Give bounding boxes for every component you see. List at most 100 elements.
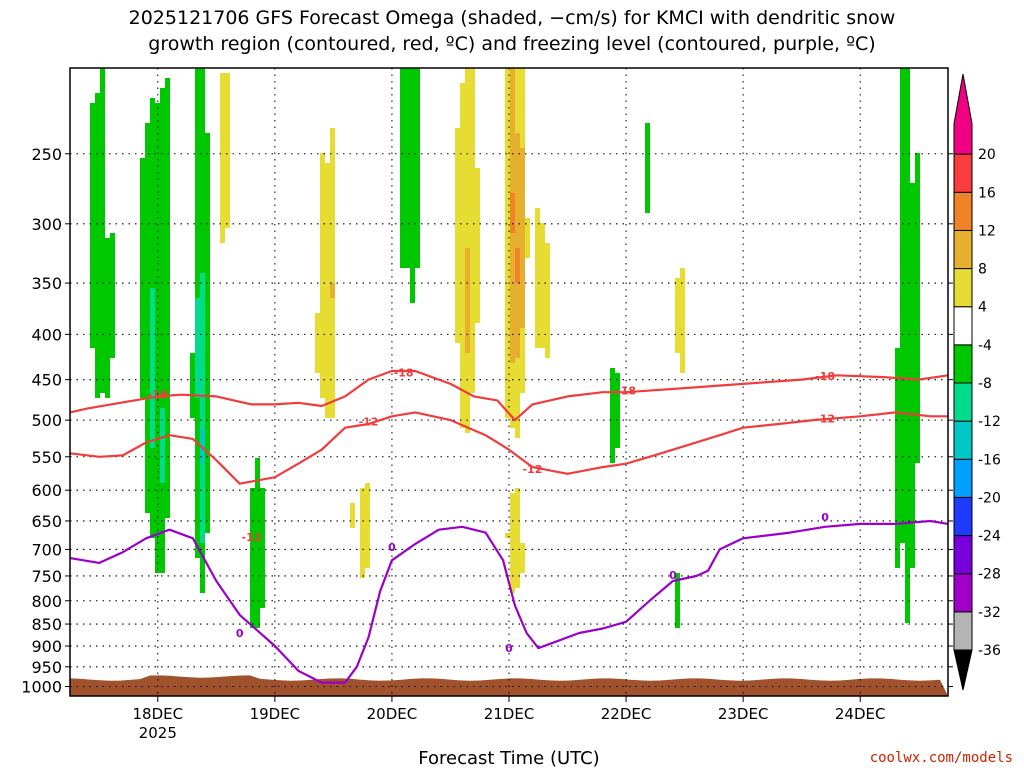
omega-cell — [90, 188, 95, 193]
omega-cell — [145, 133, 150, 138]
omega-cell — [505, 308, 510, 313]
omega-cell — [260, 513, 265, 518]
omega-cell — [680, 278, 685, 283]
omega-cell — [510, 393, 515, 398]
omega-cell — [145, 403, 150, 408]
omega-cell — [900, 328, 905, 333]
omega-cell — [675, 613, 680, 618]
omega-cell — [155, 343, 160, 348]
credit-text[interactable]: coolwx.com/models — [870, 750, 1013, 766]
omega-cell — [200, 428, 205, 433]
omega-cell — [330, 373, 335, 378]
omega-cell — [200, 288, 205, 293]
chart-title: 2025121706 GFS Forecast Omega (shaded, −… — [129, 7, 896, 55]
omega-cell — [545, 263, 550, 268]
omega-cell — [465, 238, 470, 243]
omega-cell — [140, 278, 145, 283]
omega-cell — [680, 308, 685, 313]
omega-cell — [510, 98, 515, 103]
omega-cell — [405, 213, 410, 218]
omega-cell — [155, 373, 160, 378]
omega-cell — [475, 173, 480, 178]
omega-cell — [515, 398, 520, 403]
omega-cell — [470, 333, 475, 338]
omega-cell — [145, 168, 150, 173]
omega-cell — [465, 203, 470, 208]
omega-cell — [100, 123, 105, 128]
omega-cell — [165, 123, 170, 128]
omega-cell — [405, 118, 410, 123]
omega-cell — [195, 203, 200, 208]
omega-cell — [155, 133, 160, 138]
omega-cell — [160, 208, 165, 213]
omega-cell — [200, 483, 205, 488]
omega-cell — [200, 303, 205, 308]
omega-cell — [165, 128, 170, 133]
omega-cell — [95, 393, 100, 398]
omega-cell — [515, 73, 520, 78]
omega-cell — [200, 493, 205, 498]
omega-cell — [675, 313, 680, 318]
omega-cell — [205, 318, 210, 323]
omega-cell — [160, 298, 165, 303]
omega-cell — [255, 613, 260, 618]
omega-cell — [205, 153, 210, 158]
omega-cell — [470, 68, 475, 73]
omega-cell — [905, 133, 910, 138]
omega-cell — [610, 418, 615, 423]
omega-cell — [680, 328, 685, 333]
omega-cell — [510, 318, 515, 323]
omega-cell — [905, 388, 910, 393]
omega-cell — [365, 548, 370, 553]
omega-cell — [200, 308, 205, 313]
colorbar-bin — [953, 344, 973, 384]
omega-cell — [400, 73, 405, 78]
omega-cell — [465, 358, 470, 363]
omega-cell — [515, 153, 520, 158]
omega-cell — [460, 183, 465, 188]
omega-cell — [545, 293, 550, 298]
omega-cell — [520, 358, 525, 363]
omega-cell — [460, 213, 465, 218]
omega-cell — [365, 483, 370, 488]
omega-cell — [195, 418, 200, 423]
omega-cell — [330, 178, 335, 183]
omega-cell — [205, 293, 210, 298]
omega-cell — [900, 353, 905, 358]
omega-cell — [95, 298, 100, 303]
omega-cell — [515, 78, 520, 83]
omega-cell — [200, 528, 205, 533]
omega-cell — [145, 263, 150, 268]
omega-cell — [535, 283, 540, 288]
omega-cell — [615, 398, 620, 403]
omega-cell — [165, 133, 170, 138]
omega-cell — [165, 283, 170, 288]
omega-cell — [915, 343, 920, 348]
omega-cell — [515, 208, 520, 213]
omega-cell — [100, 258, 105, 263]
omega-cell — [95, 233, 100, 238]
omega-cell — [905, 248, 910, 253]
omega-cell — [95, 113, 100, 118]
omega-cell — [320, 293, 325, 298]
omega-cell — [95, 248, 100, 253]
omega-cell — [110, 288, 115, 293]
omega-cell — [535, 318, 540, 323]
omega-cell — [320, 203, 325, 208]
omega-cell — [160, 283, 165, 288]
omega-cell — [150, 413, 155, 418]
y-tick-label: 550 — [31, 448, 62, 467]
omega-cell — [515, 123, 520, 128]
omega-cell — [195, 158, 200, 163]
omega-cell — [205, 403, 210, 408]
omega-cell — [200, 403, 205, 408]
omega-cell — [540, 273, 545, 278]
omega-cell — [145, 418, 150, 423]
omega-cell — [315, 348, 320, 353]
omega-cell — [200, 273, 205, 278]
omega-cell — [520, 568, 525, 573]
omega-cell — [325, 298, 330, 303]
omega-cell — [330, 258, 335, 263]
omega-cell — [505, 163, 510, 168]
omega-cell — [260, 603, 265, 608]
